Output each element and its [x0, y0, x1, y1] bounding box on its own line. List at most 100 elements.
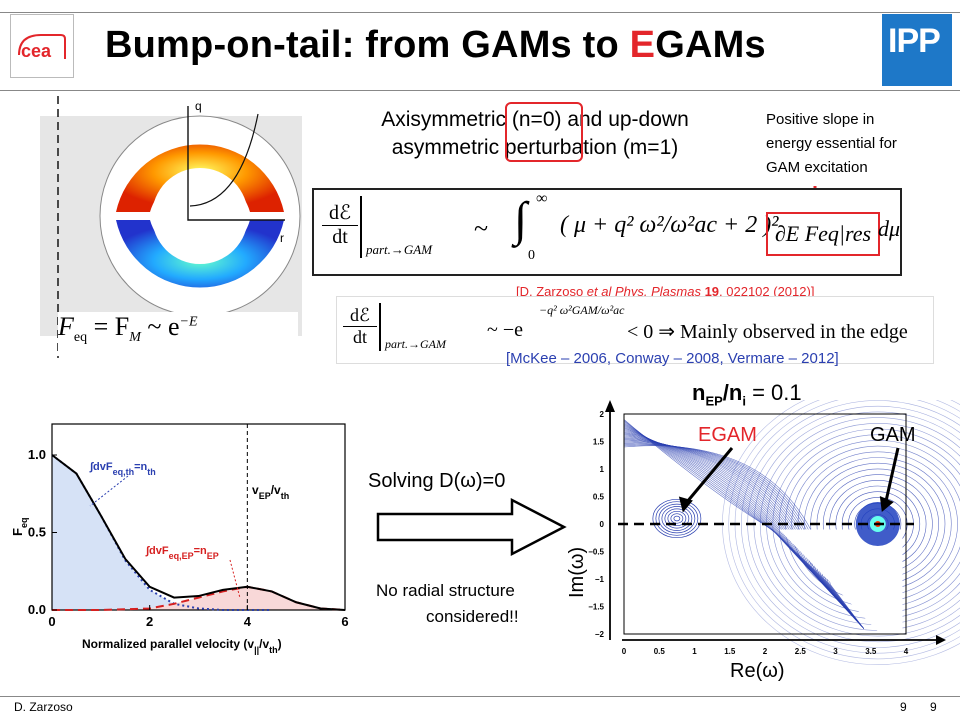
x-tick-label: 1.5 [724, 647, 736, 656]
feq-xlabel: Normalized parallel velocity (v||/vth) [82, 637, 282, 655]
cea-logo: cea [10, 14, 74, 78]
egam-contour [661, 506, 693, 531]
egam-contour [652, 498, 702, 539]
x-tick-label: 4 [904, 647, 909, 656]
total-series [51, 454, 346, 611]
ratio-label: nEP/ni = 0.1 [692, 380, 802, 408]
feq-ylabel: Feq [10, 518, 29, 536]
slope-line3: GAM excitation [766, 159, 868, 176]
feq-sub: eq [73, 330, 88, 346]
equation-edge: dℰ dt part.→GAM ~ −e −q² ω²GAM/ω²ac < 0 … [336, 296, 934, 364]
torus-plot: q r [40, 96, 302, 358]
x-tick-label: 4 [244, 614, 252, 629]
footer-page-a: 9 [900, 700, 907, 714]
eq2-tail: < 0 ⇒ Mainly observed in the edge [627, 321, 908, 343]
y-tick-label: 1 [600, 465, 605, 474]
feq-rhs: ~ e [140, 312, 180, 341]
no-radial-line2: considered!! [426, 607, 519, 626]
axisymmetric-text: Axisymmetric (n=0) and up-down asymmetri… [320, 106, 750, 162]
eq1-tail: dμ [878, 216, 901, 241]
eq2-lhs-top: dℰ [343, 305, 377, 327]
ref1-bold: 19 [700, 284, 720, 299]
re-axis-label: Re(ω) [730, 660, 785, 682]
egam-contour [673, 515, 681, 522]
x-tick-label: 3.5 [865, 647, 877, 656]
y-tick-label: −1 [595, 575, 605, 584]
gam-label: GAM [870, 424, 916, 446]
x-tick-label: 3 [833, 647, 838, 656]
eq1-boxed-term: ∂E Feq|res [766, 212, 880, 256]
y-tick-label: 1.0 [28, 447, 46, 462]
torus-q-label: q [195, 99, 202, 113]
axisymmetric-line2: asymmetric perturbation (m=1) [391, 136, 679, 159]
vep-label: vEP/vth [252, 483, 289, 501]
footer-page-b: 9 [930, 700, 937, 714]
feq-lhs: F [58, 312, 74, 341]
contour-frame [623, 413, 907, 635]
feq-chart: 0 2 4 6 0.0 0.5 1.0 Feq Normalized parallel velo… [0, 408, 360, 660]
eq2-exp: −q² ω²GAM/ω²ac [539, 303, 625, 317]
x-tick-label: 2 [763, 647, 768, 656]
ratio-n: n [692, 380, 706, 405]
ref1-pre: [D. Zarzoso [516, 284, 587, 299]
ep-series [52, 585, 346, 611]
contour-plot-area: 0 0.5 1 1.5 2 2.5 3 3.5 4 2 1.5 1 0.5 0 −0.5 −1 −1.5 −2 [588, 383, 960, 665]
eq1-lhs-bot: dt [332, 226, 348, 248]
y-tick-label: 2 [600, 410, 605, 419]
header-divider [0, 90, 960, 91]
eq2-rhs: ~ −e [487, 319, 523, 341]
footer-author: D. Zarzoso [14, 700, 73, 714]
eq2-eval-bar [379, 303, 381, 351]
thermal-annotation-pointer [89, 475, 129, 507]
solving-arrow [376, 497, 567, 557]
ipp-logo: IPP [882, 14, 952, 86]
axisymmetric-line1: Axisymmetric (n=0) and up-down [381, 108, 689, 131]
gam-arrowhead [879, 496, 894, 512]
egam-contour [655, 501, 699, 536]
feq-formula: Feq = FM ~ e−E [58, 312, 298, 354]
y-tick-label: 0.5 [593, 493, 605, 502]
dispersion-contour-plot: 0 0.5 1 1.5 2 2.5 3 3.5 4 2 1.5 1 0.5 0 −0.5 −1 −1.5 −2 [580, 383, 960, 690]
eq1-sim: ~ [474, 214, 489, 243]
positive-slope-text: Positive slope in energy essential for G… [766, 108, 897, 180]
x-tick-label: 6 [341, 614, 348, 629]
ref1-italic: et al Phys. Plasmas [586, 284, 701, 299]
ratio-sub-i: i [742, 393, 746, 409]
thermal-annotation: ∫dvFeq,th=nth [89, 461, 156, 477]
egam-contour [664, 508, 690, 529]
feq-sub2: M [129, 330, 141, 346]
y-tick-label: 0.5 [28, 525, 46, 540]
footer-divider [0, 696, 960, 697]
x-tick-label: 0 [48, 614, 55, 629]
y-tick-label: 0.0 [28, 602, 46, 617]
x-tick-label: 2 [146, 614, 153, 629]
no-radial-text: No radial structure considered!! [376, 578, 519, 630]
ratio-sub-ep: EP [705, 393, 723, 409]
eq1-lhs-top: dℰ [322, 200, 358, 226]
feq-frame [51, 423, 346, 611]
reference-zarzoso: [D. Zarzoso et al Phys. Plasmas 19, 0221… [516, 284, 814, 299]
eq2-lhs-bot: dt [352, 327, 367, 347]
eq2-lhs: dℰ dt [343, 305, 377, 348]
y-tick-label: −1.5 [588, 603, 604, 612]
ep-annotation-pointer [229, 559, 241, 599]
x-tick-label: 2.5 [795, 647, 807, 656]
y-tick-label: 0 [600, 520, 605, 529]
eq1-integral: ∫ [514, 193, 528, 246]
title-suffix: GAMs [655, 24, 766, 66]
x-tick-label: 0.5 [654, 647, 666, 656]
slide-title: Bump-on-tail: from GAMs to EGAMs [105, 24, 766, 67]
equation-energy-transfer: dℰ dt part.→GAM ~ ∫ ∞ 0 ( μ + q² ω²/ω²ac… [312, 188, 902, 276]
thermal-fill [52, 455, 272, 610]
lower-right-region [779, 529, 903, 632]
ep-annotation: ∫dvFeq,EP=nEP [145, 545, 219, 561]
egam-arrow [683, 447, 734, 506]
ratio-value: = 0.1 [745, 380, 802, 405]
eq1-int-lower: 0 [528, 248, 535, 263]
feq-plot-area: 0 2 4 6 0.0 0.5 1.0 Feq Normalized parallel velo… [10, 423, 349, 655]
cea-logo-text: cea [21, 41, 52, 61]
reference-mckee: [McKee – 2006, Conway – 2008, Vermare – … [506, 350, 839, 367]
eq1-body: ( μ + q² ω²/ω²ac + 2 )² [560, 212, 779, 238]
gam-contour [741, 400, 960, 648]
egam-contour [658, 503, 696, 534]
